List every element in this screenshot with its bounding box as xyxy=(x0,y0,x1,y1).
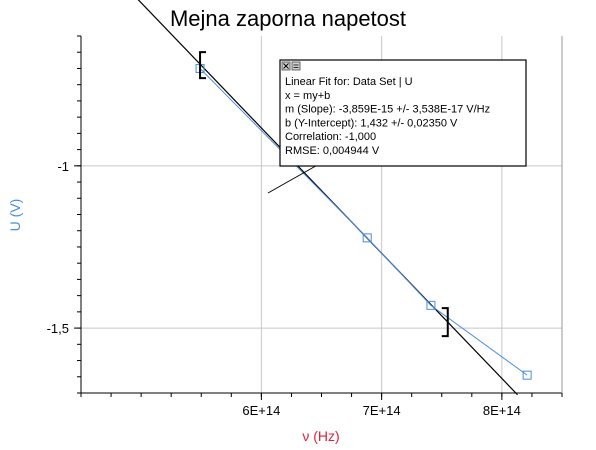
fit-line-layer xyxy=(137,0,518,396)
x-tick-label: 6E+14 xyxy=(242,403,280,418)
fit-box-line: x = my+b xyxy=(285,90,330,102)
fit-box-line: RMSE: 0,004944 V xyxy=(285,145,380,157)
fit-range-bracket-right[interactable] xyxy=(441,307,449,338)
ticks: 6E+14 7E+14 8E+14 -1 -1,5 xyxy=(47,35,563,418)
close-icon-glyph-b xyxy=(283,63,289,69)
options-icon[interactable] xyxy=(291,61,301,71)
linear-fit-line xyxy=(137,0,518,396)
x-tick-label: 7E+14 xyxy=(363,403,401,418)
y-axis-label: U (V) xyxy=(7,199,23,232)
data-point xyxy=(522,370,532,380)
data-point xyxy=(426,300,436,310)
fit-box-frame xyxy=(279,59,527,167)
data-point xyxy=(362,233,372,243)
fit-range-bracket-left[interactable] xyxy=(199,51,207,80)
fit-box-line: Correlation: -1,000 xyxy=(285,131,376,143)
fit-box-line: m (Slope): -3,859E-15 +/- 3,538E-17 V/Hz xyxy=(285,104,490,116)
x-axis-label: ν (Hz) xyxy=(302,428,339,444)
chart-title: Mejna zaporna napetost xyxy=(170,6,406,31)
y-tick-label: -1 xyxy=(57,159,69,174)
fit-box-line: Linear Fit for: Data Set | U xyxy=(285,76,413,88)
fit-box-leader-line xyxy=(267,162,322,194)
fit-box-text: Linear Fit for: Data Set | U x = my+b m (S… xyxy=(285,76,490,157)
fit-box-line: b (Y-Intercept): 1,432 +/- 0,02350 V xyxy=(285,117,458,129)
x-tick-label: 8E+14 xyxy=(483,403,521,418)
linear-fit-box[interactable]: Linear Fit for: Data Set | U x = my+b m (S… xyxy=(279,59,527,167)
y-tick-label: -1,5 xyxy=(47,321,69,336)
fit-range-brackets[interactable] xyxy=(199,51,449,338)
